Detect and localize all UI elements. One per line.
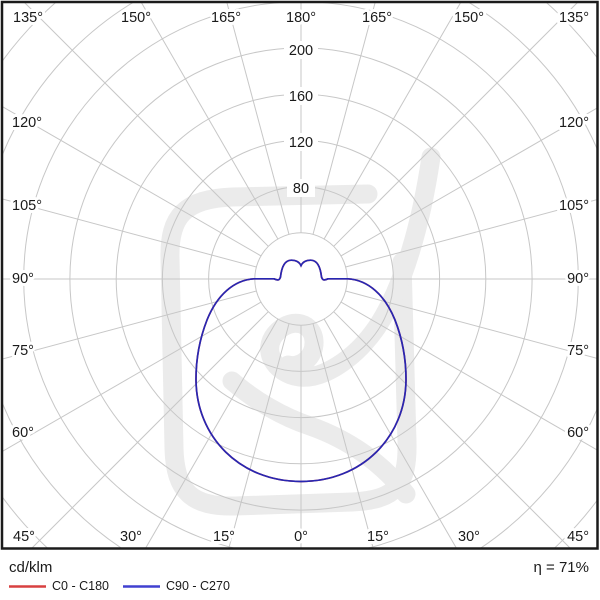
- angle-label: 30°: [120, 529, 142, 545]
- grid-ray: [345, 290, 598, 359]
- grid-ray: [140, 2, 279, 240]
- legend-item-c0-c180: C0 - C180: [9, 579, 109, 593]
- unit-label: cd/klm: [9, 559, 53, 576]
- angle-label: 90°: [12, 271, 34, 287]
- watermark-logo: [160, 147, 441, 516]
- watermark-ribbon-tail: [222, 371, 416, 504]
- legend-label-c90-c270: C90 - C270: [165, 579, 230, 593]
- grid-ray: [312, 323, 374, 548]
- radial-tick-label: 200: [289, 43, 313, 59]
- grid-ray: [31, 311, 269, 548]
- grid-ray: [345, 199, 598, 268]
- angle-label: 150°: [121, 10, 151, 26]
- radial-label-bg: [284, 87, 318, 105]
- angle-label: 105°: [559, 198, 589, 214]
- grid-ray: [312, 2, 376, 235]
- angle-label: 45°: [13, 529, 35, 545]
- grid-rays: [2, 2, 598, 548]
- curves: [195, 259, 407, 483]
- angle-label: 135°: [559, 10, 589, 26]
- angle-label: 0°: [294, 529, 308, 545]
- plot-border: [0, 0, 599, 550]
- angle-label: 90°: [567, 271, 589, 287]
- legend-swatch-blue: [122, 584, 160, 588]
- legend-item-c90-c270: C90 - C270: [122, 579, 230, 593]
- grid-ray: [145, 318, 279, 548]
- radial-tick-label: 80: [293, 181, 309, 197]
- radial-label-bg: [287, 179, 315, 197]
- angle-label: 45°: [567, 529, 589, 545]
- angle-labels-bottom: 45° 30° 15° 0° 15° 30° 45°: [10, 526, 592, 548]
- grid-ray: [333, 2, 579, 247]
- radial-label-bg: [284, 133, 318, 151]
- angle-label: 75°: [567, 343, 589, 359]
- angle-label: 15°: [367, 529, 389, 545]
- radial-axis: 200 160 120 80: [284, 40, 318, 200]
- polar-chart: 200 160 120 80 135° 150° 165° 180° 165° …: [0, 0, 599, 550]
- angle-label: 105°: [12, 198, 42, 214]
- angle-labels-top: 135° 150° 165° 180° 165° 150° 135°: [10, 7, 592, 29]
- radial-label-bg: [284, 41, 318, 59]
- radial-tick-label: 160: [289, 89, 313, 105]
- grid-ray: [226, 2, 290, 235]
- grid-circles: [2, 2, 598, 548]
- angle-label: 75°: [12, 343, 34, 359]
- angle-labels-right: 120° 105° 90° 75° 60°: [556, 112, 592, 444]
- grid-circle: [2, 2, 598, 548]
- curve-c90-c270: [195, 259, 407, 483]
- grid-circle: [2, 2, 598, 548]
- angle-labels-left: 120° 105° 90° 75° 60°: [9, 112, 45, 444]
- grid-ray: [228, 323, 290, 548]
- angle-label: 120°: [12, 115, 42, 131]
- angle-label: 60°: [567, 425, 589, 441]
- grid-ray: [2, 106, 262, 257]
- grid-ray: [323, 2, 462, 240]
- angle-label: 180°: [286, 10, 316, 26]
- grid-ray: [2, 198, 257, 268]
- grid-ray: [340, 107, 598, 257]
- angle-label: 60°: [12, 425, 34, 441]
- grid-ray: [2, 290, 257, 360]
- radial-tick-label: 120: [289, 135, 313, 151]
- angle-label: 135°: [13, 10, 43, 26]
- efficiency-label: η = 71%: [533, 559, 589, 576]
- legend-swatch-red: [9, 584, 46, 588]
- angle-label: 165°: [211, 10, 241, 26]
- legend-label-c0-c180: C0 - C180: [52, 579, 109, 593]
- grid-ray: [2, 301, 262, 452]
- grid-ray: [23, 2, 269, 247]
- angle-label: 30°: [458, 529, 480, 545]
- watermark-ribbon: [260, 147, 441, 387]
- grid-ray: [340, 301, 598, 451]
- grid-ray: [333, 311, 571, 548]
- angle-label: 165°: [362, 10, 392, 26]
- angle-label: 150°: [454, 10, 484, 26]
- angle-label: 15°: [213, 529, 235, 545]
- grid-ray: [323, 318, 457, 548]
- legend: C0 - C180 C90 - C270: [9, 579, 230, 593]
- angle-label: 120°: [559, 115, 589, 131]
